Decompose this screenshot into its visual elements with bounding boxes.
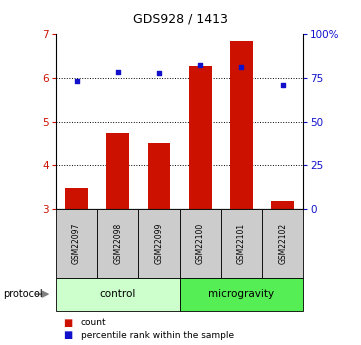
Text: microgravity: microgravity	[208, 289, 274, 299]
Text: protocol: protocol	[4, 289, 43, 299]
Bar	[56, 209, 97, 278]
Bar	[180, 278, 303, 310]
Point	[74, 78, 79, 84]
Point	[239, 65, 244, 70]
Bar	[221, 209, 262, 278]
Text: GSM22098: GSM22098	[113, 223, 122, 264]
Bar	[97, 209, 138, 278]
Bar	[148, 143, 170, 209]
Point	[197, 62, 203, 68]
Bar	[189, 66, 212, 209]
Point	[156, 70, 162, 76]
Text: ■: ■	[63, 331, 73, 340]
Text: control: control	[100, 289, 136, 299]
Bar	[106, 134, 129, 209]
Bar	[56, 278, 180, 310]
Text: GSM22102: GSM22102	[278, 223, 287, 264]
Bar	[65, 188, 88, 209]
Bar	[138, 209, 180, 278]
Text: GSM22101: GSM22101	[237, 223, 246, 264]
Text: count: count	[81, 318, 106, 327]
Bar	[262, 209, 303, 278]
Text: GSM22099: GSM22099	[155, 223, 164, 264]
Point	[115, 70, 121, 75]
Text: GDS928 / 1413: GDS928 / 1413	[133, 12, 228, 25]
Text: GSM22097: GSM22097	[72, 223, 81, 264]
Text: GSM22100: GSM22100	[196, 223, 205, 264]
Bar	[180, 209, 221, 278]
Point	[280, 82, 286, 87]
Bar	[271, 201, 294, 209]
Text: ■: ■	[63, 318, 73, 327]
Text: percentile rank within the sample: percentile rank within the sample	[81, 331, 234, 340]
Bar	[230, 41, 253, 209]
